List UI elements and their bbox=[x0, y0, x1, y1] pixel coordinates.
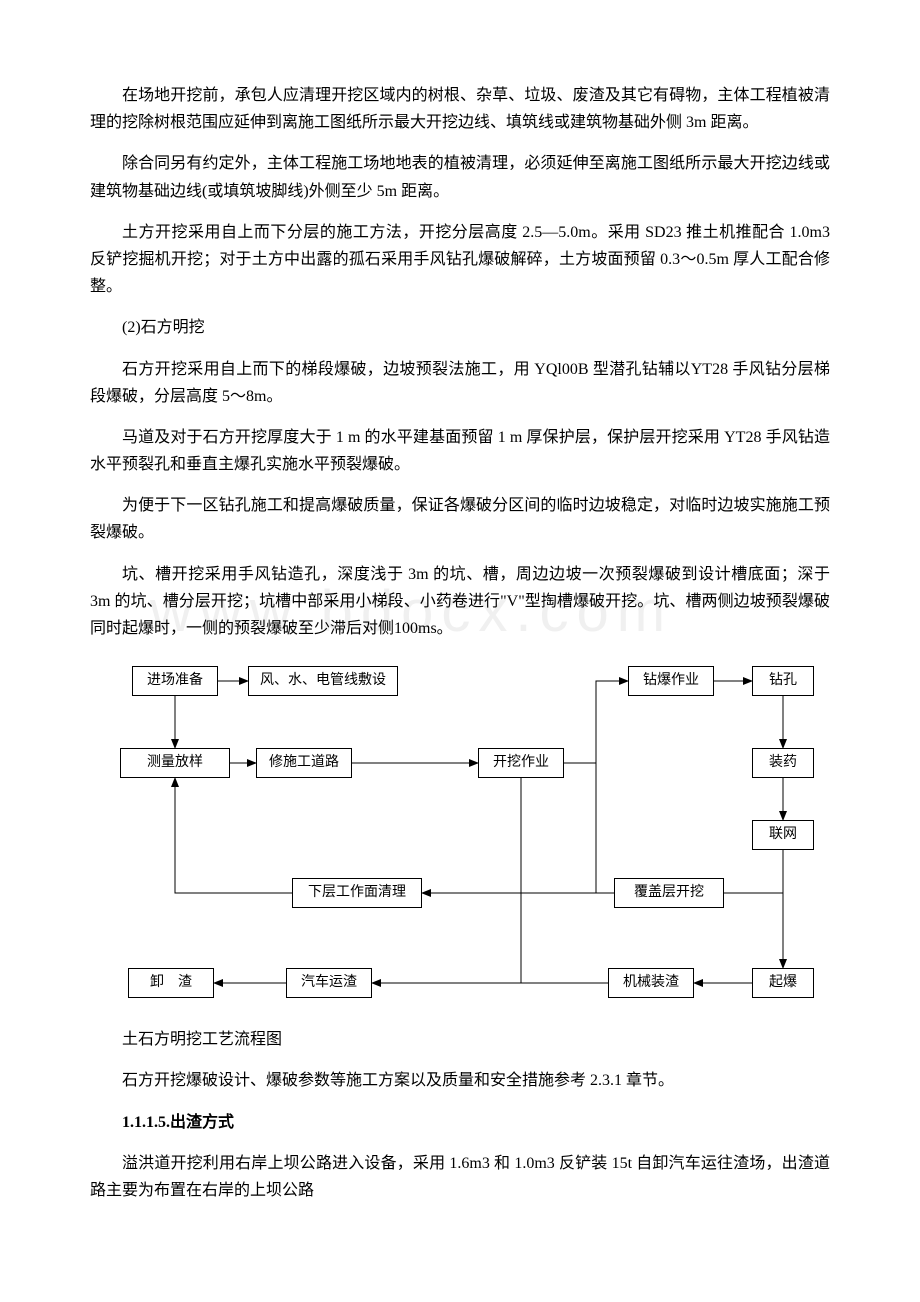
paragraph: (2)石方明挖 bbox=[90, 314, 830, 341]
paragraph: 为便于下一区钻孔施工和提高爆破质量，保证各爆破分区间的临时边坡稳定，对临时边坡实… bbox=[90, 492, 830, 546]
paragraph: 坑、槽开挖采用手风钻造孔，深度浅于 3m 的坑、槽，周边边坡一次预裂爆破到设计槽… bbox=[90, 561, 830, 643]
flowchart: 进场准备风、水、电管线敷设 钻爆作业 钻孔测量放样修施工道路 开挖作业 装药联网下层工作… bbox=[90, 656, 830, 1016]
flow-node: 下层工作面清理 bbox=[292, 878, 422, 908]
flow-node: 修施工道路 bbox=[256, 748, 352, 778]
flow-node: 联网 bbox=[752, 820, 814, 850]
paragraph: 在场地开挖前，承包人应清理开挖区域内的树根、杂草、垃圾、废渣及其它有碍物，主体工… bbox=[90, 82, 830, 136]
flow-node: 起爆 bbox=[752, 968, 814, 998]
flow-node: 汽车运渣 bbox=[286, 968, 372, 998]
flow-node: 开挖作业 bbox=[478, 748, 564, 778]
paragraph: 马道及对于石方开挖厚度大于 1 m 的水平建基面预留 1 m 厚保护层，保护层开… bbox=[90, 424, 830, 478]
section-heading: 1.1.1.5.出渣方式 bbox=[90, 1109, 830, 1136]
flow-node: 装药 bbox=[752, 748, 814, 778]
flow-node: 风、水、电管线敷设 bbox=[248, 666, 398, 696]
paragraph: 土方开挖采用自上而下分层的施工方法，开挖分层高度 2.5—5.0m。采用 SD2… bbox=[90, 219, 830, 301]
figure-caption: 土石方明挖工艺流程图 bbox=[90, 1026, 830, 1053]
paragraph: 溢洪道开挖利用右岸上坝公路进入设备，采用 1.6m3 和 1.0m3 反铲装 1… bbox=[90, 1150, 830, 1204]
paragraph: 石方开挖采用自上而下的梯段爆破，边坡预裂法施工，用 YQl00B 型潜孔钻辅以Y… bbox=[90, 356, 830, 410]
flow-node: 测量放样 bbox=[120, 748, 230, 778]
flow-node: 钻爆作业 bbox=[628, 666, 714, 696]
flow-node: 覆盖层开挖 bbox=[614, 878, 724, 908]
paragraph: 石方开挖爆破设计、爆破参数等施工方案以及质量和安全措施参考 2.3.1 章节。 bbox=[90, 1067, 830, 1094]
flow-node: 卸 渣 bbox=[128, 968, 214, 998]
paragraph: 除合同另有约定外，主体工程施工场地地表的植被清理，必须延伸至离施工图纸所示最大开… bbox=[90, 150, 830, 204]
flow-node: 钻孔 bbox=[752, 666, 814, 696]
flow-node: 机械装渣 bbox=[608, 968, 694, 998]
flowchart-arrows bbox=[90, 656, 830, 1016]
flow-node: 进场准备 bbox=[132, 666, 218, 696]
